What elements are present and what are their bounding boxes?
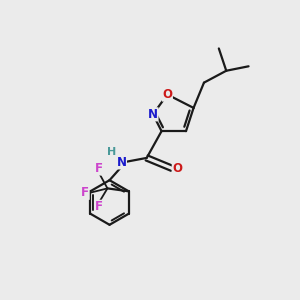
- Text: H: H: [107, 147, 116, 157]
- Text: O: O: [162, 88, 172, 101]
- Text: F: F: [94, 162, 103, 175]
- Text: F: F: [94, 200, 103, 213]
- Text: F: F: [81, 186, 89, 199]
- Text: N: N: [148, 108, 158, 121]
- Text: O: O: [172, 162, 182, 175]
- Text: N: N: [116, 156, 126, 169]
